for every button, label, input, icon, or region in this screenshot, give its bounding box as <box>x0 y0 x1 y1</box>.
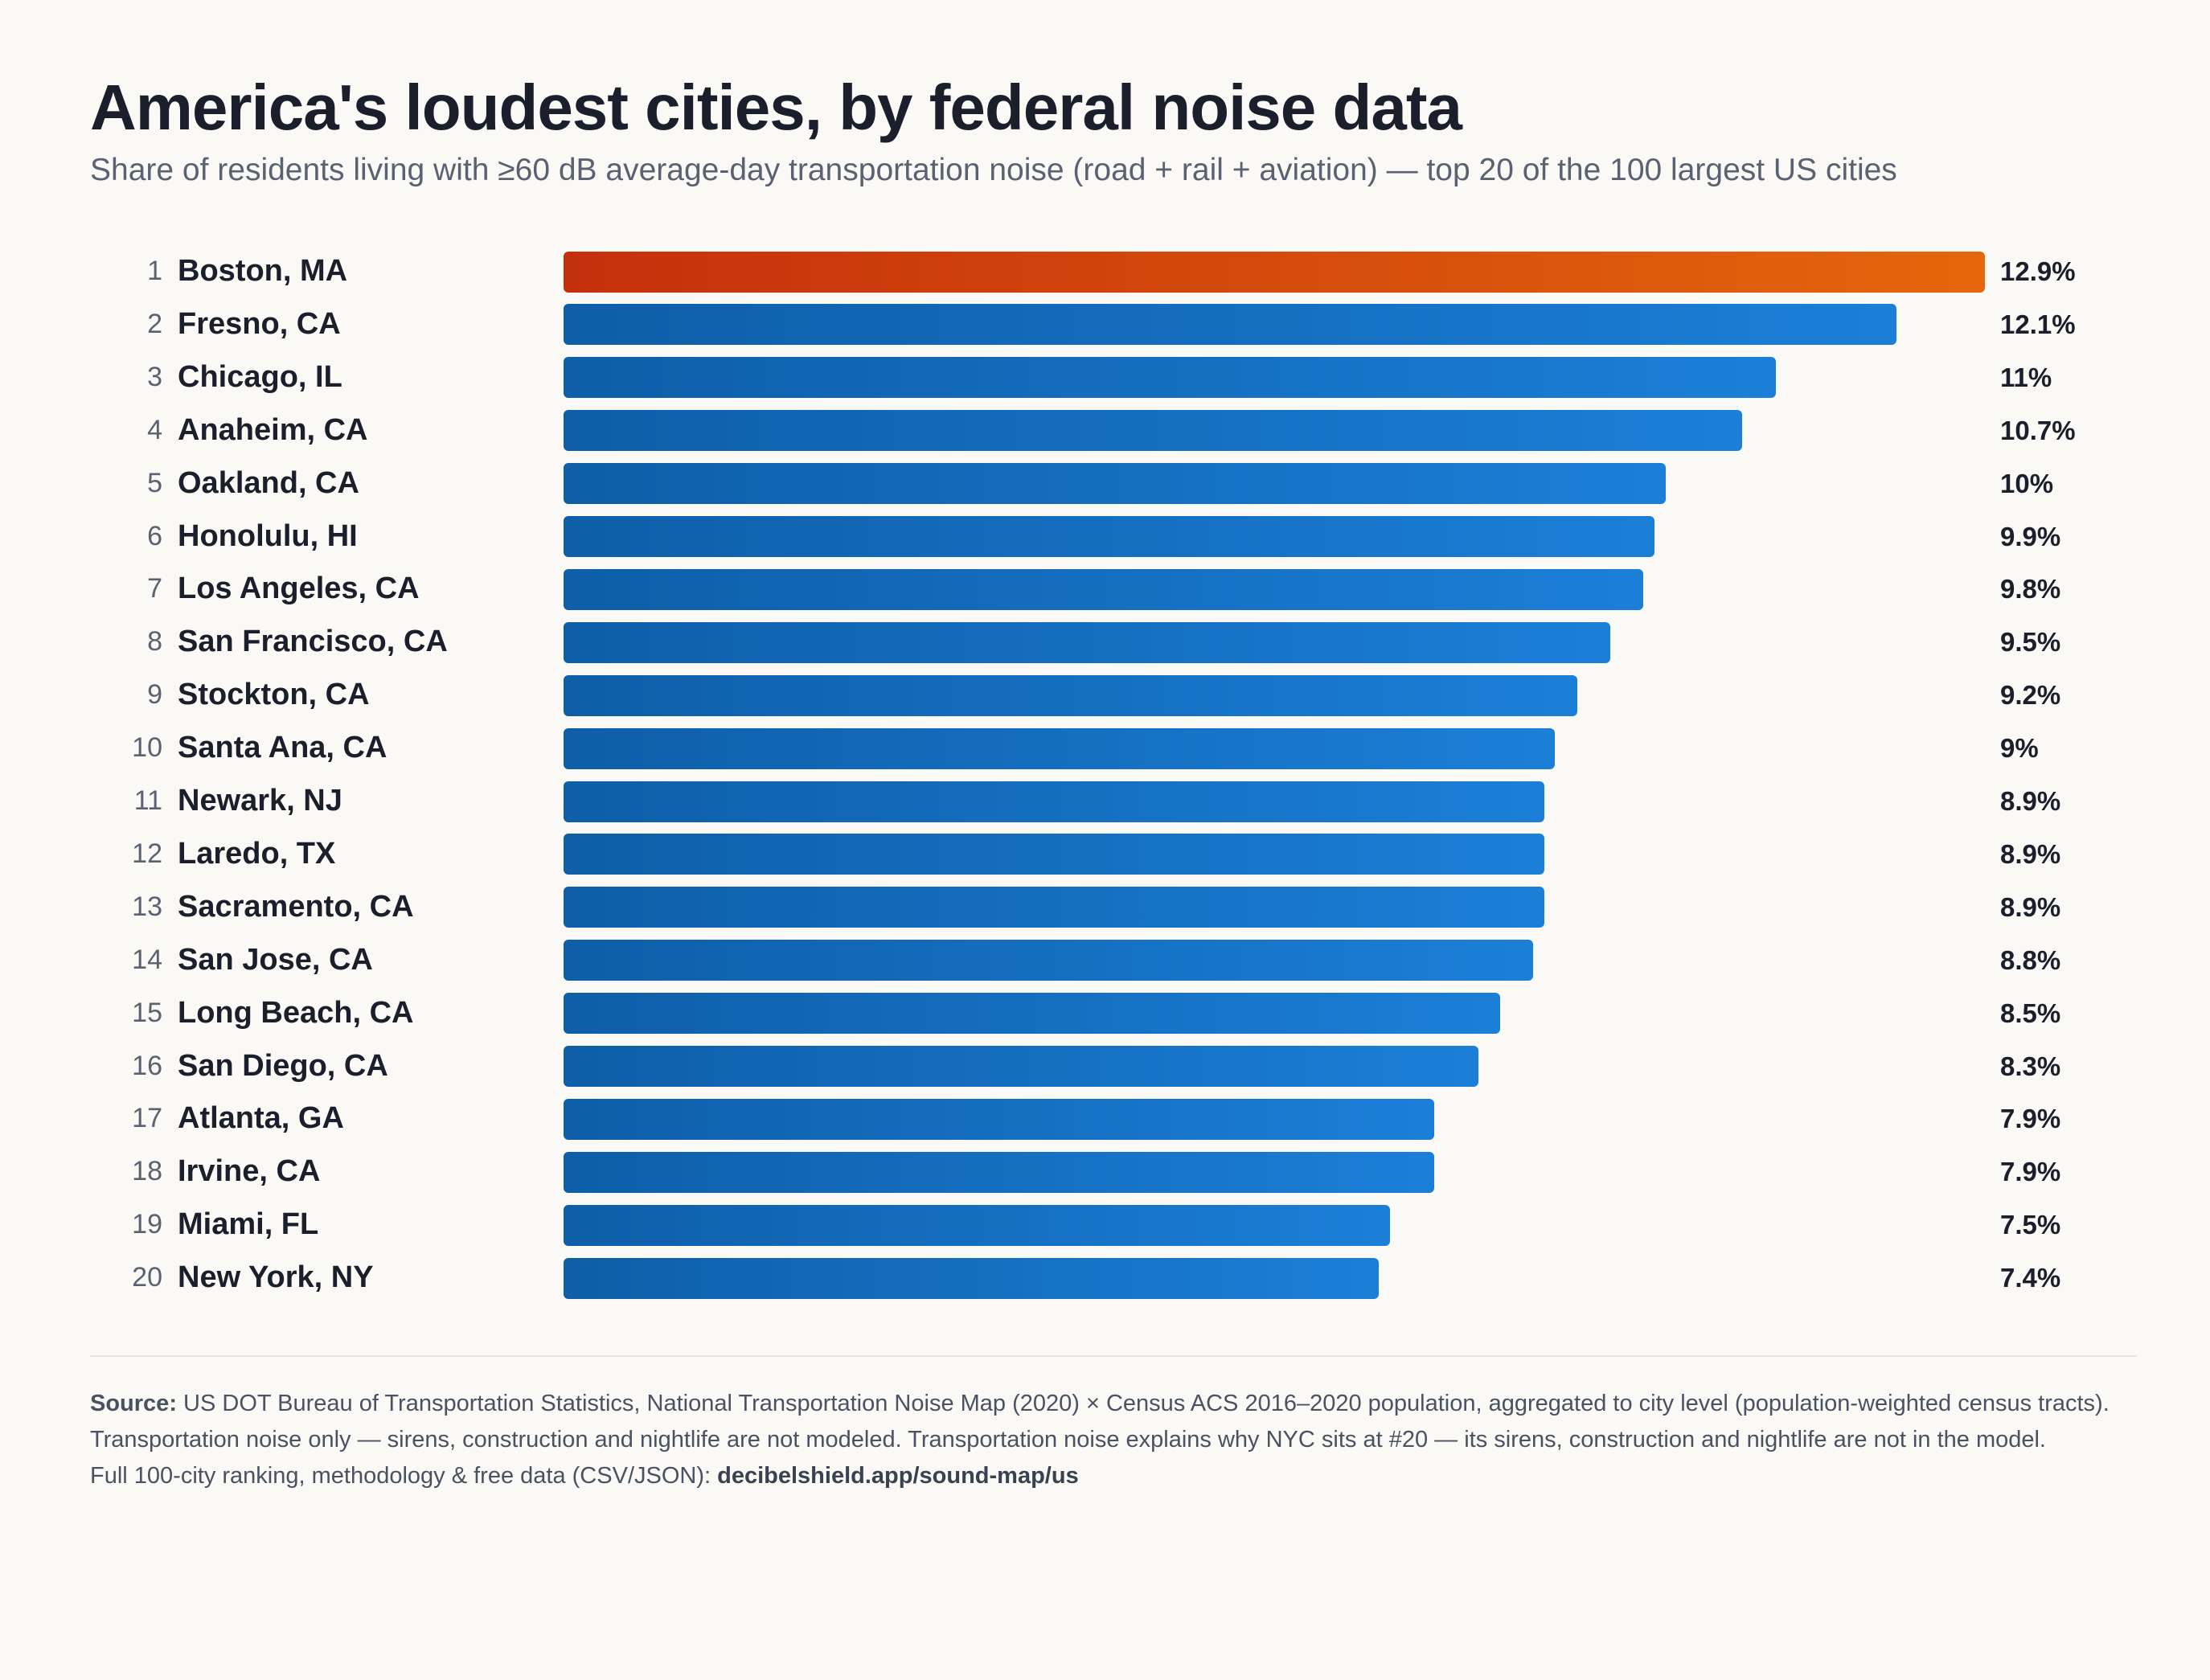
value-label: 11% <box>2000 362 2052 392</box>
bar-highlight <box>564 251 1985 293</box>
bar <box>564 781 1544 822</box>
bar <box>564 887 1544 928</box>
source-label: Source: <box>90 1391 177 1416</box>
value-label: 12.1% <box>2000 309 2076 339</box>
bar <box>564 568 1644 610</box>
city-label: Newark, NJ <box>178 784 342 817</box>
rank-label: 1 <box>147 256 162 286</box>
bar <box>564 357 1776 399</box>
rank-label: 9 <box>147 679 162 711</box>
city-label: Atlanta, GA <box>178 1101 344 1136</box>
chart-subtitle: Share of residents living with ≥60 dB av… <box>90 153 1897 187</box>
city-label: Sacramento, CA <box>178 889 414 924</box>
city-label: Long Beach, CA <box>178 995 414 1030</box>
data-link[interactable]: decibelshield.app/sound-map/us <box>717 1463 1079 1489</box>
value-label: 9.5% <box>2000 627 2061 658</box>
source-note: Source: US DOT Bureau of Transportation … <box>90 1386 2132 1458</box>
rank-label: 5 <box>147 467 162 498</box>
bar <box>564 621 1610 663</box>
rank-label: 12 <box>132 838 162 869</box>
bar <box>564 410 1743 452</box>
rank-label: 13 <box>132 891 162 922</box>
rank-label: 11 <box>133 785 162 816</box>
value-label: 8.5% <box>2000 998 2061 1028</box>
rank-label: 17 <box>132 1103 162 1134</box>
city-label: Irvine, CA <box>178 1154 321 1189</box>
city-label: San Diego, CA <box>178 1048 388 1083</box>
rank-label: 15 <box>132 997 162 1028</box>
city-label: Laredo, TX <box>178 836 336 871</box>
value-label: 7.9% <box>2000 1157 2061 1187</box>
city-label: Miami, FL <box>178 1207 319 1242</box>
city-label: Honolulu, HI <box>178 518 358 553</box>
city-label: Chicago, IL <box>178 359 342 394</box>
value-label: 9% <box>2000 733 2039 764</box>
value-label: 8.9% <box>2000 786 2061 816</box>
value-label: 9.9% <box>2000 521 2061 551</box>
bar-chart: 1 Boston, MA 12.9% 2 Fresno, CA 12.1% 3 Chicago… <box>132 251 2076 1299</box>
value-label: 9.8% <box>2000 574 2061 604</box>
bar <box>564 1046 1478 1087</box>
value-label: 10.7% <box>2000 415 2076 445</box>
source-footer: Source: US DOT Bureau of Transportation … <box>90 1386 2132 1494</box>
chart-title: America's loudest cities, by federal noi… <box>90 72 1462 143</box>
value-label: 7.4% <box>2000 1263 2061 1293</box>
city-label: New York, NY <box>178 1260 374 1295</box>
rank-label: 4 <box>147 414 162 445</box>
bar <box>564 993 1500 1035</box>
rank-label: 10 <box>132 732 162 764</box>
bar <box>564 516 1654 557</box>
source-text: US DOT Bureau of Transportation Statisti… <box>90 1391 2110 1453</box>
value-label: 7.5% <box>2000 1210 2061 1240</box>
rank-label: 14 <box>132 944 162 975</box>
city-label: Santa Ana, CA <box>178 731 387 765</box>
city-label: Stockton, CA <box>178 678 370 712</box>
city-label: Anaheim, CA <box>178 412 368 447</box>
bar <box>564 1098 1434 1140</box>
rank-label: 3 <box>147 361 162 392</box>
value-label: 9.2% <box>2000 680 2061 711</box>
rank-label: 19 <box>132 1209 162 1240</box>
rank-label: 6 <box>147 520 162 551</box>
bar <box>564 1151 1434 1193</box>
data-link-line: Full 100-city ranking, methodology & fre… <box>90 1458 2132 1494</box>
bar <box>564 1204 1390 1246</box>
bar <box>564 727 1556 769</box>
rank-label: 18 <box>132 1156 162 1187</box>
bar <box>564 1257 1380 1299</box>
rank-label: 20 <box>132 1262 162 1293</box>
value-label: 10% <box>2000 468 2054 498</box>
value-label: 12.9% <box>2000 256 2076 286</box>
value-label: 8.9% <box>2000 891 2061 922</box>
bar <box>564 304 1897 346</box>
rank-label: 8 <box>147 626 162 658</box>
value-label: 8.8% <box>2000 944 2061 975</box>
city-label: Oakland, CA <box>178 465 359 500</box>
city-label: San Jose, CA <box>178 942 373 977</box>
city-label: Los Angeles, CA <box>178 572 420 606</box>
city-label: Boston, MA <box>178 254 348 288</box>
value-label: 7.9% <box>2000 1104 2061 1134</box>
data-link-prefix: Full 100-city ranking, methodology & fre… <box>90 1463 718 1489</box>
rank-label: 7 <box>147 573 162 604</box>
bar <box>564 834 1544 875</box>
value-label: 8.9% <box>2000 838 2061 869</box>
footer-divider <box>90 1355 2137 1357</box>
bar <box>564 674 1577 716</box>
bar <box>564 463 1666 505</box>
city-label: San Francisco, CA <box>178 625 448 659</box>
bar <box>564 940 1534 981</box>
value-label: 8.3% <box>2000 1051 2061 1081</box>
rank-label: 16 <box>132 1050 162 1081</box>
rank-label: 2 <box>147 308 162 339</box>
city-label: Fresno, CA <box>178 306 341 341</box>
